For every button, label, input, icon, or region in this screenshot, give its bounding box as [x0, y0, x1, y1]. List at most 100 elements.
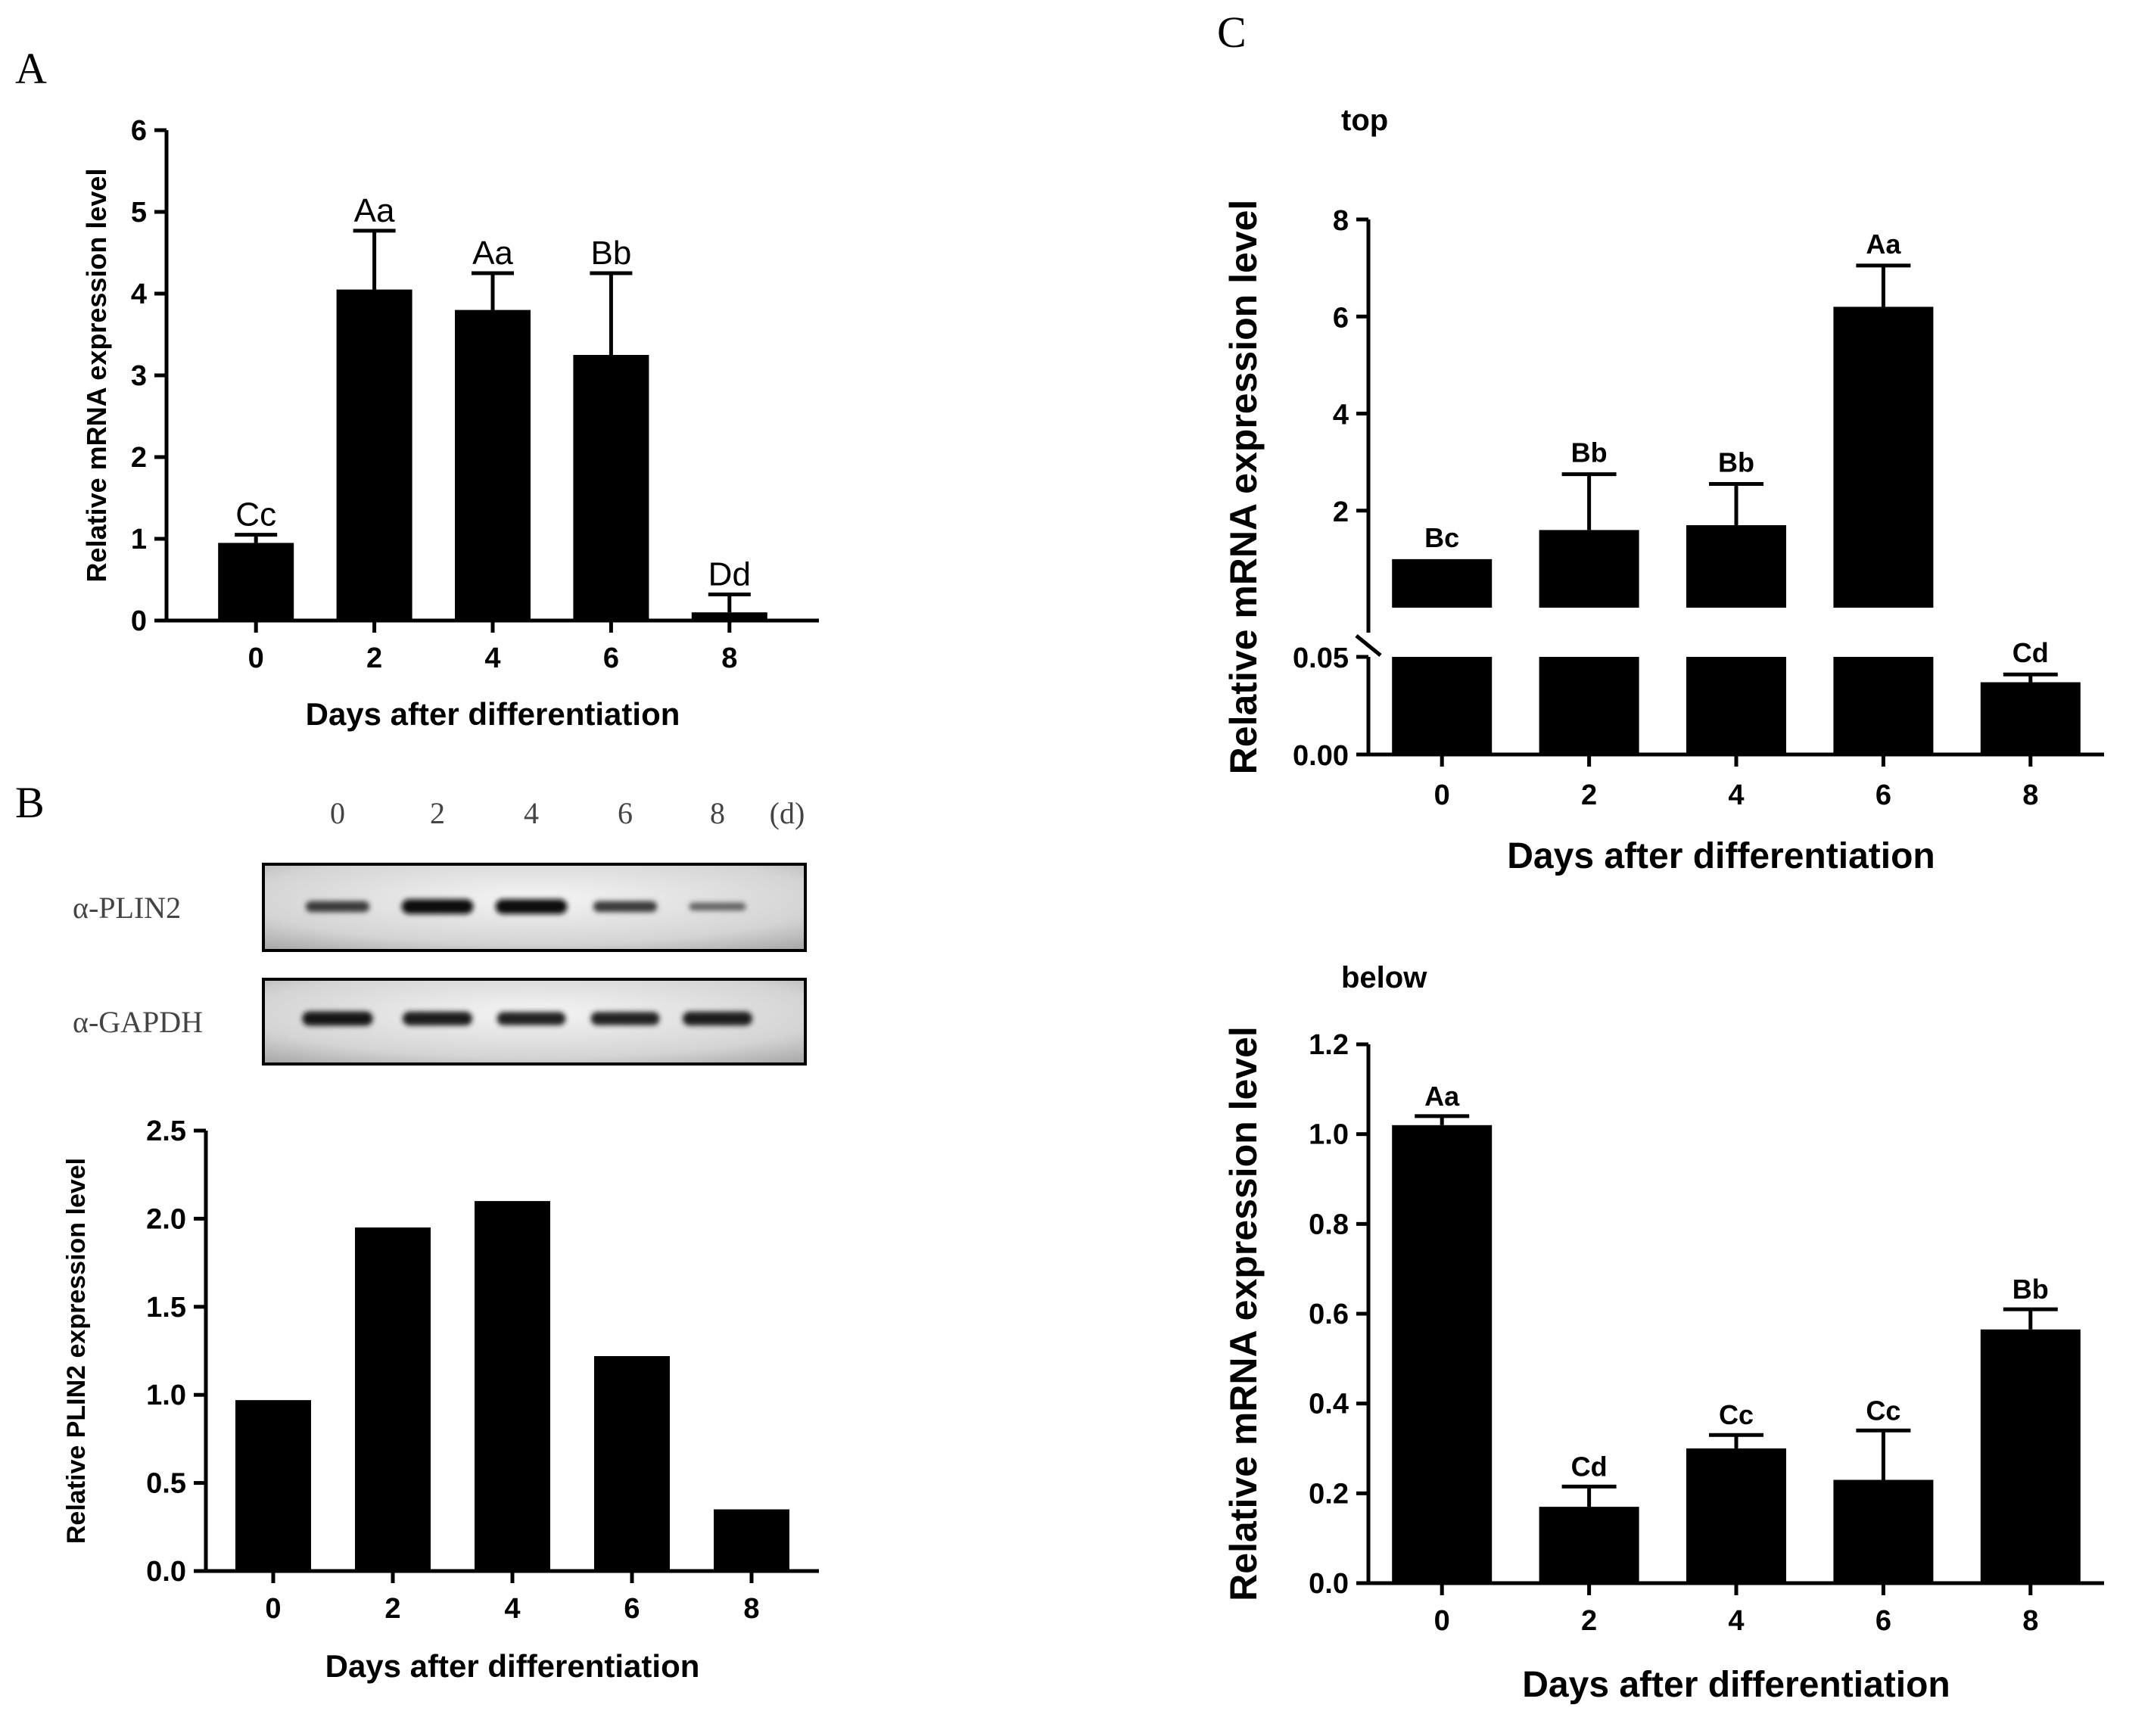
bar [1980, 682, 2081, 754]
significance-label: Aa [1424, 1081, 1460, 1112]
bar [573, 355, 649, 621]
lane-label: 2 [430, 796, 445, 830]
blot-band [302, 1011, 373, 1026]
y-tick-label: 0 [131, 605, 147, 637]
bar [1686, 524, 1786, 608]
panel-c-below-label: below [1341, 961, 1427, 994]
x-tick-label: 8 [721, 642, 737, 674]
y-tick-label: 0.5 [146, 1468, 186, 1500]
bar [1392, 1125, 1493, 1583]
y-tick-label: 0.2 [1309, 1478, 1349, 1510]
y-axis-title: Relative mRNA expression level [81, 169, 112, 583]
bar-lower-segment [1392, 657, 1493, 754]
significance-label: Bb [590, 235, 631, 272]
y-tick-label: 6 [131, 115, 147, 147]
blot-band [689, 902, 746, 911]
significance-label: Aa [354, 192, 395, 229]
y-tick-label: 4 [1333, 400, 1349, 431]
x-tick-label: 0 [265, 1593, 281, 1625]
significance-label: Bb [2012, 1274, 2049, 1305]
y-tick-label: 0.4 [1309, 1389, 1349, 1420]
bar [475, 1201, 550, 1571]
y-axis-title: Relative mRNA expression level [1222, 1026, 1265, 1601]
lane-label: 8 [710, 796, 725, 830]
y-tick-label: 5 [131, 197, 147, 229]
bar [1980, 1329, 2081, 1583]
x-tick-label: 6 [1876, 1605, 1891, 1637]
x-tick-label: 2 [1581, 1605, 1597, 1637]
lane-label: 6 [618, 796, 633, 830]
y-tick-label: 1.0 [146, 1380, 186, 1411]
x-tick-label: 0 [1434, 779, 1450, 811]
x-tick-label: 4 [1728, 779, 1744, 811]
blot-band [590, 1012, 660, 1025]
western-blot: 0 2 4 6 8 (d) α-PLIN2 α-GAPDH [73, 796, 807, 1066]
y-tick-label: 0.8 [1309, 1209, 1349, 1240]
bar [1539, 1507, 1639, 1583]
axis-break-mark [1355, 634, 1382, 657]
significance-label: Cd [2012, 637, 2049, 668]
y-tick-label: 2.5 [146, 1115, 186, 1147]
chart-c-below: 0.0 0.2 0.4 0.6 0.8 1.0 1.2 0 Aa 2 Cd 4 Cc 6 Cc 8 Bb Days… [1222, 1026, 2104, 1705]
y-tick-label: 0.0 [146, 1556, 186, 1588]
blot-band [401, 899, 474, 914]
y-tick-label: 0.00 [1293, 740, 1349, 772]
x-tick-label: 6 [624, 1593, 640, 1625]
y-tick-label: 1.5 [146, 1292, 186, 1324]
x-tick-label: 2 [1581, 779, 1597, 811]
blot-band [495, 899, 568, 914]
bar [1833, 306, 1934, 608]
significance-label: Aa [472, 235, 513, 272]
x-tick-label: 4 [484, 642, 500, 674]
x-tick-label: 0 [248, 642, 264, 674]
significance-label: Cc [1719, 1399, 1754, 1430]
panel-c-top-label: top [1341, 104, 1388, 137]
y-tick-label: 2.0 [146, 1203, 186, 1235]
y-tick-label: 6 [1333, 302, 1349, 334]
blot-band [402, 1011, 473, 1026]
y-tick-label: 1 [131, 524, 147, 555]
x-tick-label: 8 [743, 1593, 759, 1625]
bar [1392, 558, 1493, 608]
blot-band [682, 1011, 753, 1026]
chart-c-top: 2 4 6 8 0.00 0.05 Bc 0 Bb 2 Bb 4 Aa 6 Cd 8 Days after di… [1222, 200, 2104, 876]
significance-label: Cd [1571, 1451, 1608, 1482]
blot-row-label: α-PLIN2 [73, 891, 181, 925]
panel-letter-c: C [1217, 8, 1247, 57]
bar [714, 1509, 789, 1571]
y-axis-title: Relative PLIN2 expression level [62, 1158, 91, 1544]
bar [1686, 1448, 1786, 1583]
chart-b: 0.0 0.5 1.0 1.5 2.0 2.5 0 2 4 6 8 Days after differ… [62, 1115, 819, 1684]
panel-letter-a: A [15, 44, 47, 93]
x-tick-label: 2 [366, 642, 382, 674]
bar [594, 1355, 670, 1571]
bar [1833, 1479, 1934, 1583]
lane-unit-label: (d) [770, 796, 805, 830]
y-tick-label: 1.2 [1309, 1029, 1349, 1061]
x-tick-label: 4 [504, 1593, 520, 1625]
blot-band [305, 901, 370, 913]
lane-label: 4 [524, 796, 539, 830]
x-tick-label: 8 [2022, 1605, 2038, 1637]
bar-lower-segment [1539, 657, 1639, 754]
x-tick-label: 6 [1876, 779, 1891, 811]
x-axis-title: Days after differentiation [306, 696, 680, 732]
blot-row-label: α-GAPDH [73, 1005, 203, 1039]
y-tick-label: 2 [131, 442, 147, 474]
significance-label: Cc [1866, 1395, 1900, 1426]
x-tick-label: 8 [2022, 779, 2038, 811]
significance-label: Bb [1718, 446, 1754, 478]
bar [691, 612, 767, 621]
bar [218, 543, 294, 621]
significance-label: Cc [235, 496, 276, 534]
lane-label: 0 [330, 796, 345, 830]
x-tick-label: 6 [603, 642, 619, 674]
blot-band [593, 901, 658, 913]
x-axis-title: Days after differentiation [325, 1648, 700, 1684]
blot-band [497, 1012, 566, 1025]
significance-label: Dd [708, 555, 751, 593]
y-tick-label: 1.0 [1309, 1119, 1349, 1151]
x-tick-label: 2 [384, 1593, 400, 1625]
bar-lower-segment [1833, 657, 1934, 754]
